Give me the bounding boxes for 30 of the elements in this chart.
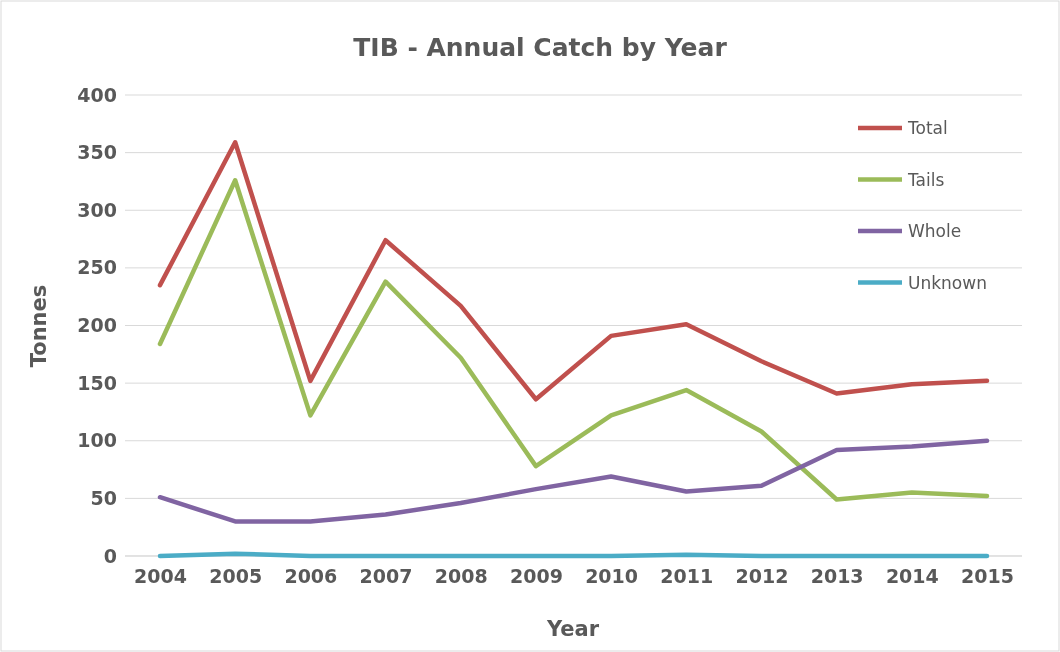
legend-label: Whole <box>908 221 962 241</box>
x-axis-title: Year <box>545 617 600 641</box>
x-tick-label: 2012 <box>735 565 789 588</box>
y-tick-label: 400 <box>77 83 117 106</box>
x-tick-label: 2006 <box>284 565 338 588</box>
x-tick-label: 2009 <box>509 565 563 588</box>
x-tick-label: 2007 <box>359 565 413 588</box>
line-series <box>157 438 990 524</box>
y-tick-label: 350 <box>77 141 117 164</box>
y-tick-label: 300 <box>77 198 117 221</box>
legend-label: Tails <box>907 169 945 190</box>
line-series <box>157 140 990 402</box>
y-axis-title: Tonnes <box>27 284 51 368</box>
x-tick-label: 2015 <box>961 565 1014 588</box>
legend-label: Unknown <box>908 272 987 293</box>
y-tick-label: 200 <box>77 314 117 337</box>
y-tick-label: 100 <box>77 429 117 452</box>
chart-title: TIB - Annual Catch by Year <box>353 33 728 62</box>
x-tick-label: 2010 <box>585 565 639 588</box>
legend-label: Total <box>907 118 948 138</box>
x-tick-label: 2004 <box>134 565 187 588</box>
x-tick-label: 2014 <box>885 565 939 588</box>
x-tick-label: 2011 <box>660 565 714 588</box>
y-tick-label: 150 <box>77 371 117 394</box>
x-tick-label: 2013 <box>810 565 864 588</box>
y-tick-label: 0 <box>103 544 117 567</box>
y-tick-label: 250 <box>77 256 117 279</box>
x-tick-label: 2005 <box>209 565 263 588</box>
x-tick-label: 2008 <box>434 565 488 588</box>
y-tick-label: 50 <box>90 486 117 509</box>
